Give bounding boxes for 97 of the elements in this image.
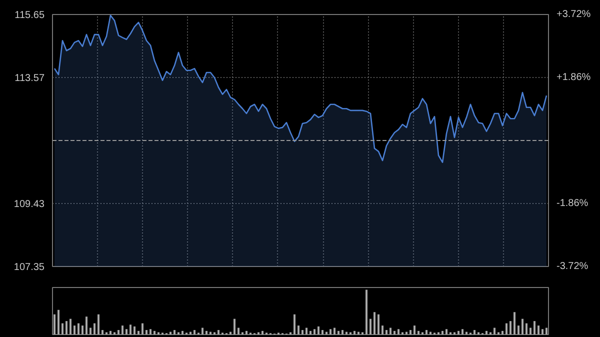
bar [382, 326, 384, 334]
bar [118, 330, 120, 334]
bar [394, 330, 396, 334]
y-tick-label: 109.43 [14, 198, 45, 210]
bar [442, 330, 444, 334]
bar [410, 330, 412, 334]
bar [298, 326, 300, 334]
bar [62, 323, 64, 334]
bar [218, 330, 220, 334]
bar [302, 330, 304, 334]
bar [346, 332, 348, 334]
bar [414, 326, 416, 334]
bar [466, 332, 468, 334]
bar [546, 328, 548, 334]
bar [326, 332, 328, 334]
y-tick-label: 107.35 [14, 262, 45, 273]
bar [94, 323, 96, 334]
bar [142, 323, 144, 334]
bar [202, 328, 204, 334]
bar [194, 330, 196, 334]
bar [406, 332, 408, 334]
bar [238, 328, 240, 334]
bar [426, 330, 428, 334]
bar [322, 330, 324, 334]
bar [210, 332, 212, 334]
bar [86, 316, 88, 334]
bar [354, 330, 356, 334]
bar [122, 326, 124, 334]
bar [54, 314, 56, 334]
bar [230, 332, 232, 334]
bar [314, 329, 316, 334]
bar [294, 314, 296, 334]
bar [458, 330, 460, 334]
bar [542, 329, 544, 334]
bar [138, 330, 140, 334]
bar [318, 326, 320, 334]
bar [170, 332, 172, 334]
bar [514, 312, 516, 334]
bar [182, 330, 184, 334]
bar [90, 328, 92, 334]
bar [366, 290, 368, 334]
bar [462, 329, 464, 334]
bar [306, 328, 308, 334]
bar [334, 328, 336, 334]
bar [538, 326, 540, 334]
bar [526, 323, 528, 334]
bar [134, 326, 136, 334]
bar [146, 330, 148, 334]
y2-tick-label: -3.72% [556, 261, 588, 272]
bar [486, 330, 488, 334]
bar [418, 330, 420, 334]
bar [370, 318, 372, 334]
bar [110, 330, 112, 334]
bar [342, 330, 344, 334]
bar [330, 329, 332, 334]
bar [510, 321, 512, 334]
bar [78, 323, 80, 334]
bar [82, 326, 84, 334]
bar [530, 328, 532, 334]
bar [374, 312, 376, 334]
bar [474, 330, 476, 334]
bar [66, 321, 68, 334]
bar [174, 330, 176, 334]
bar [446, 329, 448, 334]
bar [506, 323, 508, 334]
bar [74, 326, 76, 334]
bar [378, 314, 380, 334]
bar [386, 330, 388, 334]
bar [310, 330, 312, 334]
bar [390, 328, 392, 334]
y2-tick-label: -1.86% [556, 198, 588, 209]
bar [234, 318, 236, 334]
bar [150, 329, 152, 334]
y-tick-label: 113.57 [14, 73, 45, 84]
y2-tick-label: +3.72% [556, 9, 591, 20]
bar [130, 324, 132, 334]
bar [358, 332, 360, 334]
bar [398, 329, 400, 334]
bar [154, 330, 156, 334]
bar [246, 330, 248, 334]
bar [126, 329, 128, 334]
bar [70, 318, 72, 334]
bar [190, 332, 192, 334]
bar [494, 328, 496, 334]
bar [338, 330, 340, 334]
bar [502, 330, 504, 334]
bar [58, 310, 60, 334]
y2-tick-label: +1.86% [556, 72, 591, 83]
bar [102, 330, 104, 334]
bar [534, 321, 536, 334]
bar [518, 326, 520, 334]
bar [98, 314, 100, 334]
y-tick-label: 115.65 [14, 10, 45, 21]
bar [206, 330, 208, 334]
bar [262, 330, 264, 334]
bar [522, 318, 524, 334]
bar [430, 332, 432, 334]
